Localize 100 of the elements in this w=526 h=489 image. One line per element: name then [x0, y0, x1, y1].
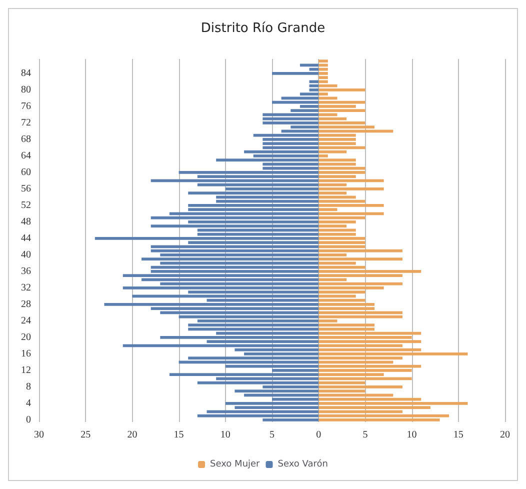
x-tick-label: 25	[80, 430, 91, 440]
bar	[132, 294, 319, 298]
bar	[104, 302, 319, 306]
bar	[150, 245, 319, 248]
y-tick-label: 52	[21, 200, 31, 211]
x-tick-label: 20	[500, 430, 510, 440]
y-tick-label: 68	[21, 134, 31, 145]
bar	[150, 266, 319, 269]
bar	[318, 72, 328, 75]
bar	[318, 88, 366, 92]
bar	[150, 224, 319, 228]
bar	[318, 204, 384, 207]
x-tick-label: 15	[453, 430, 464, 440]
bar	[318, 282, 402, 286]
bar	[188, 192, 319, 195]
bar	[318, 311, 402, 314]
bar	[318, 332, 422, 335]
bar	[318, 377, 412, 380]
bar	[318, 146, 366, 150]
bar	[318, 364, 422, 368]
bar	[318, 179, 384, 182]
y-tick-label: 64	[21, 150, 31, 162]
x-tick-label: 20	[127, 430, 138, 440]
x-tick-label: 10	[220, 430, 230, 440]
bar	[318, 241, 366, 244]
y-tick-label: 36	[21, 266, 31, 277]
bar	[318, 249, 402, 252]
bar	[244, 150, 319, 154]
bar	[318, 302, 375, 306]
y-tick-label: 80	[21, 84, 31, 96]
bar	[188, 328, 319, 331]
bar	[262, 121, 319, 124]
bar	[318, 352, 468, 356]
y-tick-label: 20	[21, 332, 31, 343]
x-tick-label: 10	[406, 430, 417, 440]
bar	[318, 212, 384, 216]
x-tick-label: 5	[362, 430, 368, 440]
bar	[318, 138, 356, 141]
bar	[262, 142, 319, 146]
bar	[197, 414, 319, 418]
bar	[234, 390, 319, 393]
bar	[318, 109, 366, 112]
bar	[122, 286, 319, 290]
bar	[318, 100, 366, 104]
bar	[318, 76, 328, 80]
bar	[318, 228, 356, 232]
bar	[178, 360, 319, 364]
bar	[160, 336, 319, 339]
bar	[318, 166, 366, 170]
y-tick-label: 4	[26, 398, 31, 409]
bar	[142, 258, 319, 261]
bar	[309, 80, 319, 84]
bar	[197, 381, 319, 384]
bar	[318, 187, 384, 190]
y-tick-label: 8	[26, 381, 31, 392]
bar	[318, 402, 468, 405]
bar	[225, 402, 319, 405]
y-tick-label: 56	[21, 183, 31, 194]
bar	[188, 324, 319, 327]
x-tick-label: 0	[316, 430, 322, 440]
bar	[318, 324, 375, 327]
bar	[318, 270, 422, 273]
bar	[309, 84, 319, 88]
bar	[150, 179, 319, 182]
y-tick-label: 16	[21, 348, 31, 360]
x-tick-label: 15	[174, 430, 184, 440]
y-tick-label: 28	[21, 298, 31, 310]
y-tick-label: 0	[26, 414, 31, 426]
y-tick-label: 72	[21, 117, 31, 128]
bar	[318, 236, 366, 240]
y-tick-label: 32	[21, 282, 31, 294]
y-tick-label: 44	[21, 232, 31, 244]
bar	[253, 134, 319, 137]
bar	[262, 117, 319, 120]
bar	[318, 158, 356, 162]
bar	[318, 60, 328, 63]
bar	[318, 258, 402, 261]
bar	[318, 68, 328, 71]
legend-label: Sexo Mujer	[210, 460, 260, 470]
bar	[318, 130, 394, 133]
bar	[318, 64, 328, 67]
bar	[300, 64, 319, 67]
bar	[318, 385, 402, 388]
bar	[150, 249, 319, 252]
x-tick-label: 5	[270, 430, 274, 440]
bar	[318, 414, 450, 418]
bar	[150, 216, 319, 220]
bar	[318, 170, 366, 174]
chart-title: Distrito Río Grande	[200, 21, 326, 36]
y-tick-label: 84	[21, 68, 31, 79]
bar	[122, 274, 319, 278]
bar	[272, 100, 319, 104]
x-tick-label: 30	[34, 430, 44, 440]
bar	[318, 340, 422, 344]
bar	[188, 204, 319, 207]
y-tick-label: 48	[21, 216, 31, 228]
bar	[318, 315, 402, 318]
bar	[169, 373, 319, 376]
y-tick-label: 12	[21, 364, 31, 376]
y-tick-label: 40	[21, 249, 31, 260]
